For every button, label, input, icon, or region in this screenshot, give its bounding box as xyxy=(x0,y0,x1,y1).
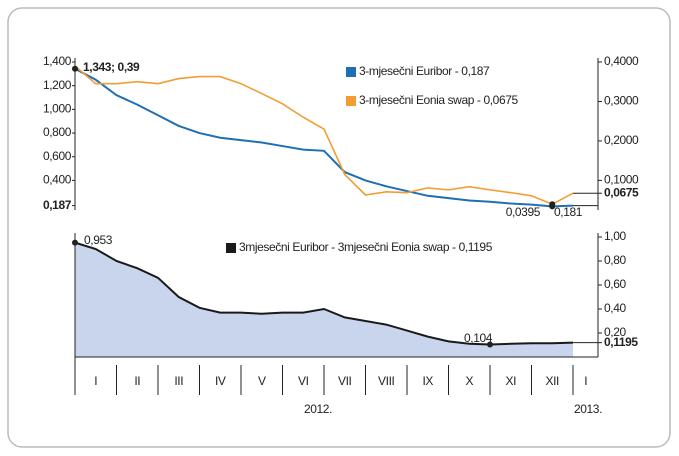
series-line xyxy=(74,67,574,208)
area xyxy=(75,242,573,357)
x-tick-label: I xyxy=(94,374,97,388)
x-tick-label: VII xyxy=(338,374,352,388)
x-tick-label: III xyxy=(174,374,183,388)
y-tick-label: 0,400 xyxy=(43,173,72,187)
x-tick-label: X xyxy=(465,374,473,388)
y2-tick-label: 0,1000 xyxy=(604,173,639,187)
y-tick-label: 0,187 xyxy=(43,198,72,212)
y2-tick-label: 0,80 xyxy=(604,253,626,267)
legend-label: 3mjesečni Euribor - 3mjesečni Eonia swap… xyxy=(239,240,493,254)
y-tick-label: 1,400 xyxy=(43,54,72,68)
y-tick-label: 1,000 xyxy=(43,102,72,116)
series-line xyxy=(74,65,574,206)
legend-swatch xyxy=(346,96,356,106)
x-tick-label: IV xyxy=(215,374,226,388)
x-tick-label: VI xyxy=(298,374,309,388)
year-label: 2012. xyxy=(304,402,332,416)
x-tick-label: I xyxy=(584,374,587,388)
annotation: 0,0395 xyxy=(506,205,541,219)
x-tick-label: XI xyxy=(505,374,516,388)
x-tick-label: V xyxy=(258,374,266,388)
y2-tick-label: 0,40 xyxy=(604,301,626,315)
y-tick-label: 1,200 xyxy=(43,78,72,92)
y-tick-label: 0,800 xyxy=(43,125,72,139)
x-tick-label: VIII xyxy=(378,374,394,388)
point-marker xyxy=(72,65,78,72)
y2-tick-label: 0,3000 xyxy=(604,94,639,108)
y2-tick-label: 0,20 xyxy=(604,325,626,339)
legend-label: 3-mjesečni Euribor - 0,187 xyxy=(359,64,490,78)
y2-tick-label: 1,00 xyxy=(604,229,626,243)
point-marker xyxy=(549,203,556,210)
legend-label: 3-mjesečni Eonia swap - 0,0675 xyxy=(359,93,518,107)
point-marker xyxy=(487,341,493,348)
legend-swatch xyxy=(226,243,236,253)
y2-tick-label: 0,4000 xyxy=(604,54,639,68)
y2-tick-label: 0,0675 xyxy=(604,185,639,199)
y2-tick-label: 0,2000 xyxy=(604,133,639,147)
x-tick-label: IX xyxy=(422,374,433,388)
annotation: 0,953 xyxy=(84,233,113,247)
y2-tick-label: 0,1195 xyxy=(604,335,638,349)
x-tick-label: XII xyxy=(546,374,560,388)
annotation: 1,343; 0,39 xyxy=(83,60,140,74)
year-label: 2013. xyxy=(574,402,602,416)
legend-swatch xyxy=(346,67,356,77)
annotation: 0,181 xyxy=(554,205,583,219)
y2-tick-label: 0,60 xyxy=(604,277,626,291)
point-marker xyxy=(72,239,78,246)
x-tick-label: II xyxy=(134,374,140,388)
annotation: 0,104 xyxy=(464,331,493,345)
y-tick-label: 0,600 xyxy=(43,149,72,163)
